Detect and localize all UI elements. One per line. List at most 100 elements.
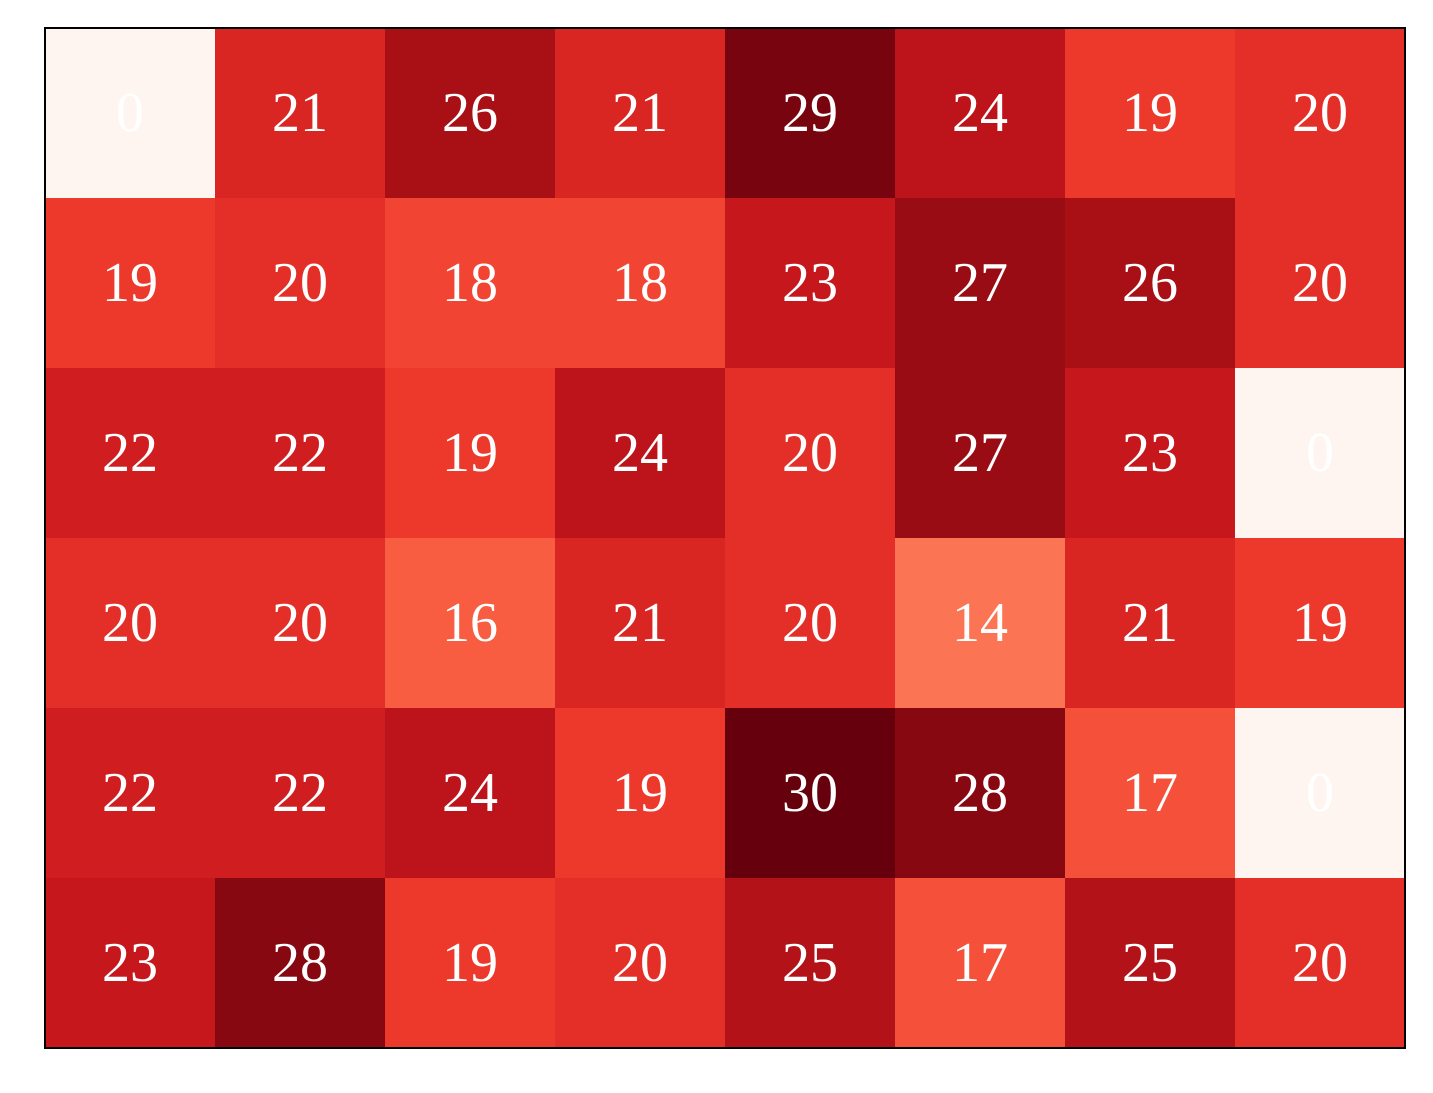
heatmap-cell-r0-c4 [725,28,896,199]
cell-value-label-r3-c2: 16 [442,592,498,654]
heatmap-cell-r5-c6 [1065,878,1236,1049]
cell-value-label-r3-c7: 19 [1292,592,1348,654]
cell-value-label-r5-c3: 20 [612,932,668,994]
plot-frame [44,27,1406,1049]
heatmap-cell-r2-c1 [215,368,386,539]
heatmap-cell-r0-c1 [215,28,386,199]
cell-value-label-r5-c7: 20 [1292,932,1348,994]
cell-value-label-r1-c4: 23 [782,252,838,314]
heatmap-cell-r4-c6 [1065,708,1236,879]
heatmap-cell-r0-c3 [555,28,726,199]
cell-value-label-r3-c1: 20 [272,592,328,654]
cell-value-label-r2-c5: 27 [952,422,1008,484]
cell-value-label-r4-c4: 30 [782,762,838,824]
heatmap-cell-r2-c0 [45,368,216,539]
cell-value-label-r4-c6: 17 [1122,762,1178,824]
heatmap-cell-r4-c4 [725,708,896,879]
heatmap-cell-r0-c7 [1235,28,1406,199]
heatmap-cells [45,28,1406,1049]
heatmap-cell-r0-c5 [895,28,1066,199]
heatmap-cell-r5-c2 [385,878,556,1049]
heatmap-cell-r3-c7 [1235,538,1406,709]
cell-value-label-r5-c2: 19 [442,932,498,994]
heatmap-cell-r4-c0 [45,708,216,879]
heatmap-cell-r2-c3 [555,368,726,539]
heatmap-cell-r5-c5 [895,878,1066,1049]
cell-value-label-r3-c3: 21 [612,592,668,654]
heatmap-cell-r1-c6 [1065,198,1236,369]
cell-value-label-r0-c1: 21 [272,82,328,144]
heatmap-cell-r1-c1 [215,198,386,369]
cell-value-label-r2-c7: 0 [1306,422,1334,484]
heatmap-cell-r1-c3 [555,198,726,369]
cell-value-label-r4-c5: 28 [952,762,1008,824]
cell-value-label-r1-c0: 19 [102,252,158,314]
cell-value-label-r4-c0: 22 [102,762,158,824]
cell-value-label-r5-c5: 17 [952,932,1008,994]
heatmap-cell-r2-c6 [1065,368,1236,539]
heatmap-cell-r3-c6 [1065,538,1236,709]
cell-value-label-r3-c4: 20 [782,592,838,654]
cell-value-label-r3-c6: 21 [1122,592,1178,654]
heatmap-cell-r3-c5 [895,538,1066,709]
cell-value-label-r1-c5: 27 [952,252,1008,314]
cell-value-label-r1-c3: 18 [612,252,668,314]
heatmap-cell-r4-c2 [385,708,556,879]
heatmap-cell-r5-c1 [215,878,386,1049]
cell-value-label-r1-c2: 18 [442,252,498,314]
cell-value-label-r1-c7: 20 [1292,252,1348,314]
heatmap-cell-r4-c5 [895,708,1066,879]
cell-value-label-r5-c4: 25 [782,932,838,994]
cell-value-label-r0-c6: 19 [1122,82,1178,144]
heatmap-cell-r5-c3 [555,878,726,1049]
cell-value-label-r4-c3: 19 [612,762,668,824]
heatmap-cell-r5-c4 [725,878,896,1049]
heatmap-cell-r3-c3 [555,538,726,709]
cell-value-label-r2-c4: 20 [782,422,838,484]
cell-value-label-r5-c1: 28 [272,932,328,994]
heatmap-cell-r4-c1 [215,708,386,879]
cell-value-label-r2-c2: 19 [442,422,498,484]
heatmap-cell-r1-c0 [45,198,216,369]
heatmap-cell-r4-c3 [555,708,726,879]
cell-value-label-r0-c0: 0 [116,82,144,144]
heatmap-cell-r2-c4 [725,368,896,539]
cell-value-label-r4-c2: 24 [442,762,498,824]
cell-value-label-r2-c6: 23 [1122,422,1178,484]
heatmap-cell-r5-c0 [45,878,216,1049]
heatmap-cell-r0-c0 [45,28,216,199]
cell-value-label-r0-c5: 24 [952,82,1008,144]
heatmap-cell-r0-c2 [385,28,556,199]
cell-value-label-r1-c1: 20 [272,252,328,314]
cell-value-label-r0-c2: 26 [442,82,498,144]
heatmap-cell-r0-c6 [1065,28,1236,199]
cell-value-label-r4-c7: 0 [1306,762,1334,824]
cell-value-label-r5-c0: 23 [102,932,158,994]
cell-value-label-r5-c6: 25 [1122,932,1178,994]
heatmap-cell-r2-c5 [895,368,1066,539]
cell-value-label-r2-c3: 24 [612,422,668,484]
cell-value-label-r0-c3: 21 [612,82,668,144]
cell-value-label-r4-c1: 22 [272,762,328,824]
heatmap-cell-r1-c7 [1235,198,1406,369]
heatmap-cell-r3-c0 [45,538,216,709]
heatmap-labels: 0 21 26 21 29 24 19 20 19 20 18 18 23 27 26 20 22 22 19 24 2… [102,82,1348,994]
cell-value-label-r0-c4: 29 [782,82,838,144]
heatmap-cell-r3-c4 [725,538,896,709]
cell-value-label-r3-c5: 14 [952,592,1008,654]
heatmap-cell-r5-c7 [1235,878,1406,1049]
cell-value-label-r1-c6: 26 [1122,252,1178,314]
cell-value-label-r0-c7: 20 [1292,82,1348,144]
heatmap-cell-r1-c5 [895,198,1066,369]
heatmap-cell-r3-c1 [215,538,386,709]
heatmap-cell-r3-c2 [385,538,556,709]
heatmap-cell-r2-c2 [385,368,556,539]
heatmap-cell-r4-c7 [1235,708,1406,879]
cell-value-label-r3-c0: 20 [102,592,158,654]
heatmap-cell-r2-c7 [1235,368,1406,539]
cell-value-label-r2-c1: 22 [272,422,328,484]
heatmap-cell-r1-c4 [725,198,896,369]
cell-value-label-r2-c0: 22 [102,422,158,484]
heatmap-cell-r1-c2 [385,198,556,369]
